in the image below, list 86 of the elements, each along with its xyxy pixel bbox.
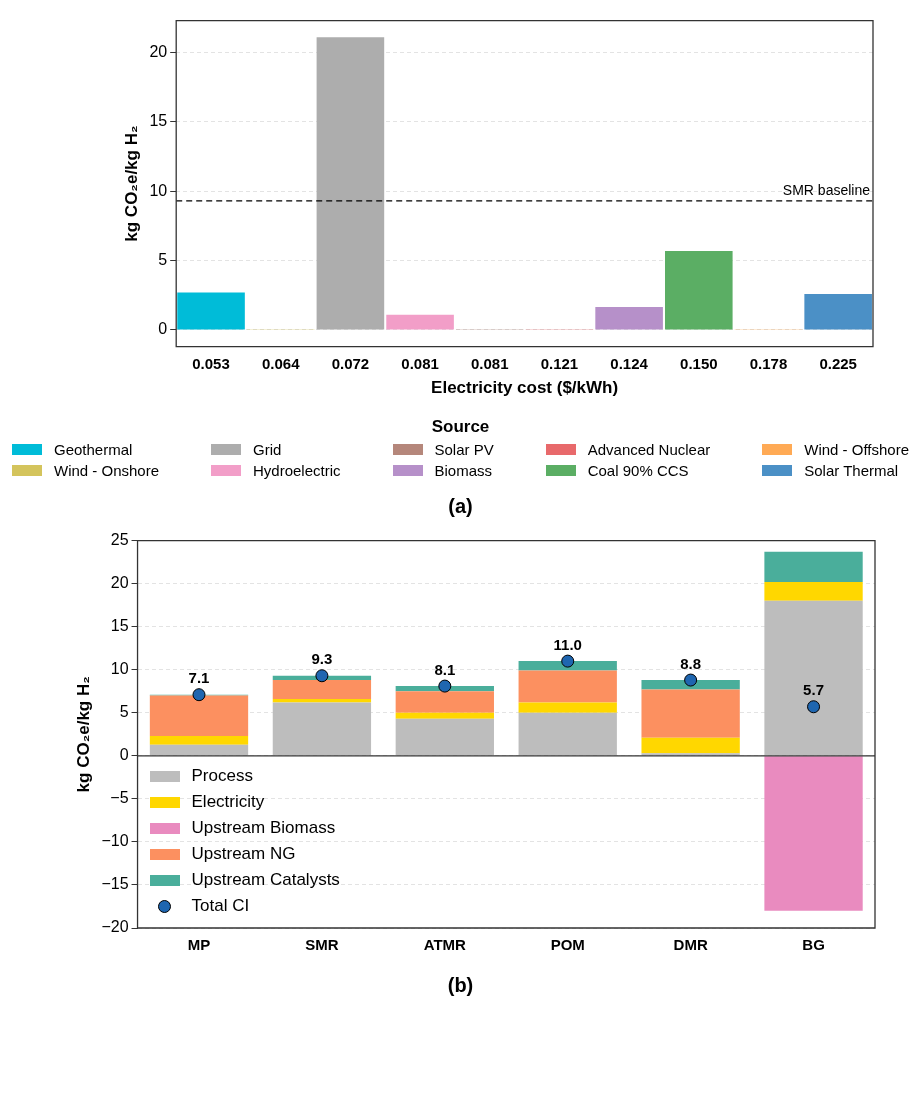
bar bbox=[764, 756, 863, 911]
bar bbox=[518, 712, 617, 756]
x-tick-label: 0.064 bbox=[261, 354, 301, 372]
legend-label: Advanced Nuclear bbox=[587, 441, 711, 458]
y-tick-label: −5 bbox=[110, 789, 129, 807]
bar bbox=[518, 702, 617, 713]
bar bbox=[149, 695, 249, 737]
legend-label: Total CI bbox=[191, 896, 250, 916]
y-tick-label: 5 bbox=[158, 251, 168, 268]
bar bbox=[272, 680, 372, 699]
x-tick-label: SMR bbox=[305, 936, 339, 954]
x-tick-label: ATMR bbox=[423, 936, 467, 954]
x-tick-label: 0.081 bbox=[401, 354, 439, 372]
x-tick-label: 0.225 bbox=[819, 354, 857, 372]
y-axis-title: kg CO₂e/kg H₂ bbox=[121, 125, 141, 242]
text: (b) bbox=[446, 974, 475, 997]
bar bbox=[764, 581, 863, 601]
bar bbox=[641, 753, 740, 756]
y-tick-label: 5 bbox=[119, 703, 129, 721]
data-label: 8.1 bbox=[434, 660, 456, 678]
y-tick-label: 15 bbox=[110, 617, 129, 635]
bar bbox=[641, 680, 740, 690]
bar bbox=[764, 551, 863, 582]
legend-label: Solar Thermal bbox=[804, 462, 899, 479]
bar bbox=[395, 691, 494, 713]
legend-label: Upstream Catalysts bbox=[191, 870, 340, 890]
x-tick-label: 0.178 bbox=[749, 354, 788, 372]
x-tick-label: 0.121 bbox=[540, 354, 579, 372]
point bbox=[684, 673, 698, 687]
y-tick-label: 25 bbox=[110, 531, 129, 549]
y-tick-label: 0 bbox=[158, 320, 168, 338]
x-tick-label: 0.072 bbox=[331, 354, 370, 372]
legend-label: Upstream NG bbox=[191, 844, 296, 864]
x-tick-label: MP bbox=[187, 936, 211, 954]
x-axis-title: Electricity cost ($/kWh) bbox=[431, 378, 619, 398]
y-tick-label: 15 bbox=[149, 112, 168, 130]
legend-label: Hydroelectric bbox=[253, 462, 341, 479]
bar bbox=[518, 670, 617, 703]
legend-label: Wind - Onshore bbox=[54, 462, 160, 479]
y-tick-label: 0 bbox=[119, 746, 129, 764]
point bbox=[807, 700, 821, 714]
y-tick-label: 20 bbox=[110, 574, 129, 592]
y-tick-label: 10 bbox=[149, 181, 168, 199]
y-tick-label: −20 bbox=[101, 918, 129, 936]
x-tick-label: 0.081 bbox=[470, 354, 509, 372]
bar bbox=[272, 702, 372, 756]
bar bbox=[641, 689, 740, 738]
legend-label: Process bbox=[191, 766, 253, 786]
y-tick-label: 20 bbox=[149, 42, 168, 60]
bar bbox=[641, 737, 740, 754]
text: (a) bbox=[447, 495, 474, 518]
bar bbox=[518, 661, 617, 671]
legend-label: Geothermal bbox=[54, 441, 133, 458]
bar bbox=[149, 744, 249, 756]
data-label: 9.3 bbox=[311, 650, 333, 668]
x-tick-label: POM bbox=[550, 936, 585, 954]
point bbox=[561, 654, 575, 668]
legend-title: Source bbox=[430, 417, 491, 437]
legend-label: Biomass bbox=[434, 462, 493, 479]
bar bbox=[149, 736, 249, 745]
legend-label: Upstream Biomass bbox=[191, 818, 336, 838]
point bbox=[438, 679, 452, 693]
legend-label: Wind - Offshore bbox=[804, 441, 909, 458]
x-tick-label: 0.124 bbox=[610, 354, 649, 372]
x-tick-label: 0.053 bbox=[192, 354, 230, 372]
bar bbox=[395, 712, 494, 719]
legend-label: Grid bbox=[253, 441, 282, 458]
data-label: 5.7 bbox=[803, 681, 824, 699]
bar bbox=[764, 600, 863, 756]
x-tick-label: DMR bbox=[673, 936, 708, 954]
y-tick-label: −10 bbox=[101, 832, 129, 850]
legend-label: Electricity bbox=[191, 792, 265, 812]
data-label: 8.8 bbox=[680, 654, 702, 672]
legend-label: Solar PV bbox=[434, 441, 494, 458]
legend-label: Coal 90% CCS bbox=[587, 462, 689, 479]
ref-line-label: SMR baseline bbox=[782, 181, 871, 198]
y-tick-label: −15 bbox=[101, 875, 129, 893]
x-tick-label: BG bbox=[802, 936, 825, 954]
bar bbox=[395, 718, 494, 756]
x-tick-label: 0.150 bbox=[680, 354, 718, 372]
y-axis-title: kg CO₂e/kg H₂ bbox=[73, 676, 93, 793]
data-label: 11.0 bbox=[553, 635, 582, 653]
point bbox=[315, 669, 329, 683]
point bbox=[192, 688, 206, 702]
y-tick-label: 10 bbox=[110, 660, 129, 678]
data-label: 7.1 bbox=[188, 669, 210, 687]
